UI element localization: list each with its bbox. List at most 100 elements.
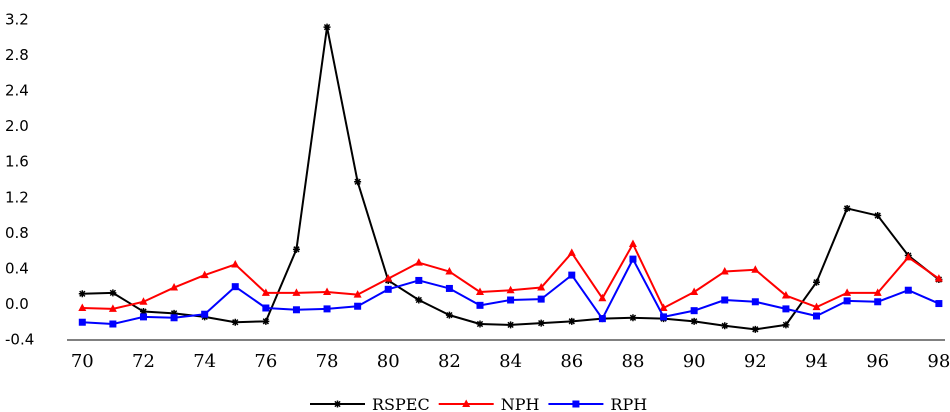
data-point-rph — [415, 276, 423, 284]
x-tick-label: 82 — [438, 351, 461, 372]
data-point-rspec — [170, 309, 178, 317]
series-rph — [78, 255, 943, 328]
data-point-rph — [537, 295, 545, 303]
data-point-rph — [292, 306, 300, 314]
data-point-rph — [139, 313, 147, 321]
data-point-rspec — [721, 322, 729, 330]
x-tick-label: 98 — [927, 351, 950, 372]
y-tick-label: 0.4 — [5, 259, 29, 277]
data-point-nph — [384, 274, 393, 282]
data-point-rph — [660, 313, 668, 321]
data-point-nph — [353, 290, 362, 298]
data-point-rph — [782, 305, 790, 313]
data-point-nph — [567, 248, 576, 256]
data-point-rph — [751, 298, 759, 306]
data-point-rph — [904, 286, 912, 294]
x-tick-label: 86 — [560, 351, 583, 372]
data-point-rph — [354, 302, 362, 310]
data-point-nph — [231, 259, 240, 268]
data-point-nph — [445, 267, 454, 275]
x-tick-label: 70 — [71, 351, 94, 372]
data-point-rph — [874, 298, 882, 306]
data-point-rph — [170, 314, 178, 322]
legend-label-rspec: RSPEC — [372, 395, 430, 412]
data-point-nph — [628, 239, 637, 247]
data-point-rph — [445, 284, 453, 292]
y-tick-label: 2.0 — [5, 117, 29, 135]
data-point-nph — [934, 274, 943, 282]
y-axis: 3.2 2.8 2.4 2.0 1.6 1.2 0.8 0.4 0.0 -0.4 — [5, 11, 34, 349]
x-tick-label: 78 — [316, 351, 339, 372]
y-tick-label: 2.8 — [5, 46, 29, 64]
x-tick-label: 76 — [254, 351, 277, 372]
x-tick-label: 80 — [377, 351, 400, 372]
data-point-rph — [231, 283, 239, 291]
data-point-rspec — [415, 296, 423, 304]
legend: RSPEC NPH RPH — [310, 395, 647, 412]
data-point-rph — [78, 318, 86, 326]
y-tick-label: -0.4 — [5, 331, 34, 349]
x-tick-label: 96 — [866, 351, 889, 372]
data-point-rph — [476, 301, 484, 309]
series-nph — [78, 239, 943, 312]
data-point-rspec — [445, 311, 453, 319]
data-point-rspec — [751, 325, 759, 333]
data-point-rspec — [231, 318, 239, 326]
data-point-nph — [139, 297, 148, 305]
data-point-nph — [323, 287, 332, 295]
x-tick-label: 74 — [193, 351, 216, 372]
data-point-nph — [812, 302, 821, 311]
data-point-rspec — [476, 320, 484, 328]
data-point-nph — [781, 291, 790, 299]
x-tick-label: 90 — [683, 351, 706, 372]
data-point-rspec — [323, 23, 331, 31]
data-point-nph — [78, 303, 87, 311]
x-tick-label: 72 — [132, 351, 155, 372]
x-tick-label: 92 — [744, 351, 767, 372]
data-point-rph — [935, 300, 943, 308]
data-point-rspec — [782, 321, 790, 329]
y-tick-label: 1.6 — [5, 153, 29, 171]
data-point-nph — [414, 258, 423, 266]
data-point-nph — [292, 288, 301, 296]
data-point-rph — [507, 296, 515, 304]
data-point-rph — [598, 315, 606, 323]
y-tick-label: 0.0 — [5, 295, 29, 313]
legend-label-rph: RPH — [610, 395, 647, 412]
y-tick-label: 2.4 — [5, 82, 29, 100]
data-point-rspec — [568, 317, 576, 325]
data-point-rph — [690, 307, 698, 315]
data-point-rspec — [813, 278, 821, 286]
data-point-rspec — [537, 319, 545, 327]
legend-item-nph: NPH — [438, 395, 539, 412]
data-point-rph — [262, 304, 270, 312]
data-point-nph — [659, 303, 668, 311]
data-point-rspec — [874, 212, 882, 220]
y-tick-label: 0.8 — [5, 224, 29, 242]
data-point-rspec — [292, 245, 300, 253]
legend-marker-nph — [462, 399, 471, 407]
series-layer — [78, 23, 943, 333]
data-point-rph — [109, 320, 117, 328]
x-tick-label: 84 — [499, 351, 522, 372]
data-point-nph — [690, 287, 699, 295]
data-point-rspec — [78, 290, 86, 298]
x-axis: 70 72 74 76 78 80 82 84 86 88 90 92 94 96 98 — [67, 339, 950, 372]
data-point-rph — [568, 271, 576, 279]
data-point-rspec — [354, 178, 362, 186]
y-tick-label: 1.2 — [5, 188, 29, 206]
data-point-nph — [751, 265, 760, 273]
x-tick-label: 94 — [805, 351, 828, 372]
legend-marker-rspec — [334, 400, 341, 408]
data-point-nph — [873, 288, 882, 296]
data-point-nph — [720, 267, 729, 275]
data-point-rph — [201, 310, 209, 318]
data-point-nph — [200, 270, 209, 279]
y-tick-label: 3.2 — [5, 11, 29, 29]
data-point-rspec — [109, 289, 117, 297]
data-point-rspec — [629, 314, 637, 322]
data-point-rspec — [690, 317, 698, 325]
data-point-nph — [598, 293, 607, 302]
x-tick-label: 88 — [622, 351, 645, 372]
